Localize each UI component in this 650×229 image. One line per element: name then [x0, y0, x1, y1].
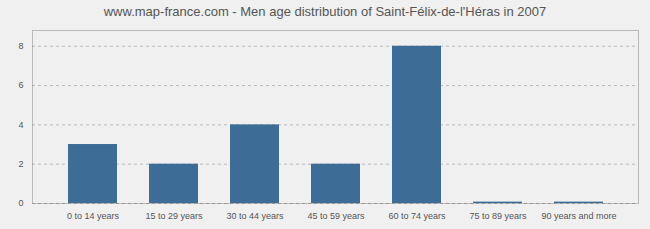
svg-text:8: 8 — [18, 41, 23, 51]
svg-text:0: 0 — [18, 198, 23, 208]
svg-text:90 years and more: 90 years and more — [541, 211, 616, 221]
svg-text:15 to 29 years: 15 to 29 years — [145, 211, 203, 221]
svg-text:4: 4 — [18, 120, 23, 130]
svg-text:60 to 74 years: 60 to 74 years — [388, 211, 446, 221]
svg-text:30 to 44 years: 30 to 44 years — [226, 211, 284, 221]
svg-text:2: 2 — [18, 159, 23, 169]
svg-text:0 to 14 years: 0 to 14 years — [67, 211, 120, 221]
svg-text:6: 6 — [18, 80, 23, 90]
svg-text:75 to 89 years: 75 to 89 years — [469, 211, 527, 221]
svg-text:45 to 59 years: 45 to 59 years — [307, 211, 365, 221]
html-text:www.map-france.com - Men age d: www.map-france.com - Men age distributio… — [103, 4, 547, 19]
